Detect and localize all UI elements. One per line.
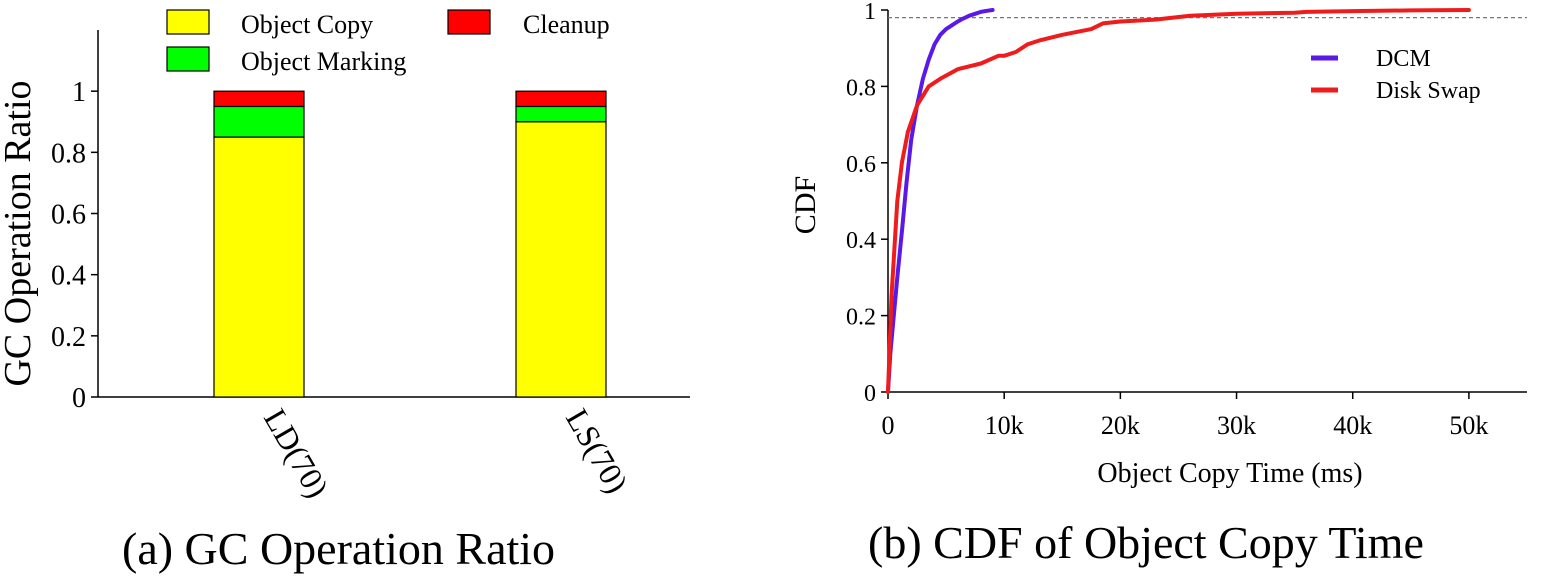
legend-swatch-object-copy (166, 9, 210, 35)
bar-cleanup-ls-70 (515, 90, 607, 108)
y-tick-label: 0.4 (51, 261, 86, 292)
x-axis-label: Object Copy Time (ms) (1097, 458, 1362, 489)
x-tick-label: 10k (985, 411, 1024, 440)
x-tick-label: 40k (1333, 411, 1372, 440)
y-tick-label: 1 (864, 0, 876, 25)
gc-operation-ratio-chart: 0 0.2 0.4 0.6 0.8 1 GC Operation Ratio LD(70) LS… (0, 9, 690, 504)
y-tick-label: 0 (72, 383, 86, 414)
y-axis-label: CDF (789, 176, 822, 234)
y-tick-label: 0.8 (846, 75, 876, 101)
legend-label-object-marking: Object Marking (241, 47, 406, 76)
bar-object-copy-ls-70 (515, 121, 607, 398)
y-tick-label: 0.6 (846, 152, 876, 178)
x-tick-label: 0 (882, 411, 895, 440)
bar-cleanup-ld-70 (213, 90, 305, 108)
y-axis-label: GC Operation Ratio (0, 80, 39, 386)
caption-gc-operation-ratio: (a) GC Operation Ratio (122, 523, 556, 574)
x-tick-label: 20k (1101, 411, 1140, 440)
x-tick-label-ld-70: LD(70) (257, 403, 336, 504)
y-tick-label: 0.2 (51, 322, 86, 353)
caption-cdf-object-copy-time: (b) CDF of Object Copy Time (868, 517, 1424, 568)
legend-swatch-cleanup (447, 9, 491, 35)
y-tick-label: 0.8 (51, 138, 86, 169)
x-tick-label-ls-70: LS(70) (559, 403, 636, 500)
y-tick-label: 1 (72, 77, 86, 108)
bar-object-marking-ls-70 (515, 105, 607, 123)
legend-label-dcm: DCM (1376, 46, 1431, 72)
series-line-disk-swap (886, 8, 1471, 394)
x-tick-label: 50k (1449, 411, 1488, 440)
legend-label-cleanup: Cleanup (523, 10, 610, 39)
legend-swatch-object-marking (166, 46, 210, 72)
y-tick-label: 0.4 (846, 228, 876, 254)
x-tick-label: 30k (1217, 411, 1256, 440)
legend-label-object-copy: Object Copy (241, 10, 373, 39)
copy-time-cdf-chart: 0 0.2 0.4 0.6 0.8 1 0 10k 20k 30k 40k 50k Object Cop… (789, 0, 1527, 489)
y-tick-label: 0.2 (846, 305, 876, 331)
series-line-dcm (886, 8, 995, 394)
legend-label-disk-swap: Disk Swap (1376, 78, 1481, 104)
y-tick-label: 0 (864, 381, 876, 407)
y-tick-label: 0.6 (51, 200, 86, 231)
bar-object-marking-ld-70 (213, 105, 305, 138)
bar-object-copy-ld-70 (213, 136, 305, 398)
